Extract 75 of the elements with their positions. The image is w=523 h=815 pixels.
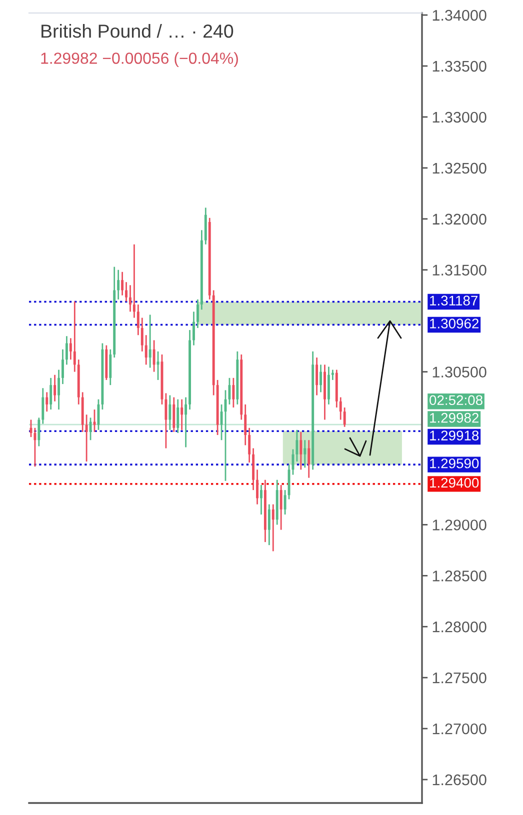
candlestick xyxy=(176,398,180,434)
candlestick xyxy=(296,429,298,462)
y-tick-label: 1.29000 xyxy=(432,520,486,530)
candlestick xyxy=(196,298,199,329)
candlestick xyxy=(121,271,124,296)
candlestick xyxy=(125,281,128,302)
candlestick xyxy=(331,369,334,381)
candlestick xyxy=(85,414,88,462)
y-tick-label: 1.33500 xyxy=(432,60,486,72)
ref-line-label: 1.30962 xyxy=(430,318,479,328)
y-tick-label: 1.26500 xyxy=(432,774,486,786)
candlestick xyxy=(136,304,140,336)
candlestick xyxy=(54,374,56,402)
candlestick xyxy=(152,340,156,373)
candlestick xyxy=(300,431,302,470)
candlestick xyxy=(184,396,188,448)
y-tick-label: 1.34000 xyxy=(432,10,486,21)
y-tick-label: 1.30500 xyxy=(432,366,486,378)
candlestick xyxy=(132,244,136,318)
candlestick xyxy=(268,504,270,546)
ref-line-label: 1.29982 xyxy=(430,412,479,423)
candlestick xyxy=(148,314,152,368)
ref-line-label: 1.29918 xyxy=(430,430,479,440)
y-tick-label: 1.32000 xyxy=(432,214,486,225)
candlestick xyxy=(65,335,68,366)
candlestick xyxy=(164,392,168,449)
candlestick xyxy=(97,398,100,431)
chart-title: British Pound / … · 240 xyxy=(42,24,234,38)
y-tick-label: 1.28000 xyxy=(432,622,486,632)
candlestick xyxy=(38,416,40,447)
candlestick xyxy=(320,364,322,393)
candlestick xyxy=(140,317,144,352)
candlestick xyxy=(280,484,282,531)
candlestick xyxy=(62,348,64,385)
ref-line-label: 1.29590 xyxy=(430,458,479,468)
candlestick xyxy=(304,439,306,468)
ref-line-label: 1.31187 xyxy=(430,296,478,306)
candlestick xyxy=(34,427,36,468)
candlestick xyxy=(69,337,72,360)
candlestick xyxy=(192,310,195,346)
candlestick xyxy=(232,377,235,408)
candlestick xyxy=(272,504,274,552)
candlestick xyxy=(109,348,112,386)
candlestick xyxy=(228,377,231,406)
candlestick xyxy=(128,284,132,312)
candlestick xyxy=(220,404,223,441)
candlestick xyxy=(168,394,172,431)
candlestick xyxy=(260,484,262,516)
candlestick xyxy=(144,334,148,366)
y-tick-label: 1.31500 xyxy=(432,264,486,276)
candlestick xyxy=(89,416,92,441)
y-tick-label: 1.27500 xyxy=(432,672,486,684)
candlestick xyxy=(343,406,346,428)
text: 02:52:08 xyxy=(430,395,482,406)
y-tick-label: 1.28500 xyxy=(432,570,486,582)
candlestick xyxy=(339,396,342,420)
candlestick xyxy=(316,356,318,396)
candlestick xyxy=(284,489,286,516)
candlestick xyxy=(172,396,176,433)
candlestick xyxy=(46,392,48,412)
candlestick xyxy=(58,369,60,410)
candlestick xyxy=(248,427,251,464)
y-tick-label: 1.33000 xyxy=(432,112,486,123)
candlestick xyxy=(117,269,120,300)
y-tick-label: 1.27000 xyxy=(432,723,486,734)
ref-line-label: 1.29400 xyxy=(430,478,479,488)
candlestick xyxy=(308,439,310,479)
y-tick-label: 1.32500 xyxy=(432,162,486,174)
candlestick xyxy=(42,387,44,424)
candlestick xyxy=(256,468,258,506)
candlestick xyxy=(244,404,247,446)
candlestick xyxy=(73,300,76,373)
text: 1.29982 −0.00056 (−0.04%) xyxy=(41,52,238,68)
candlestick xyxy=(50,377,52,410)
candlestick xyxy=(180,398,184,431)
